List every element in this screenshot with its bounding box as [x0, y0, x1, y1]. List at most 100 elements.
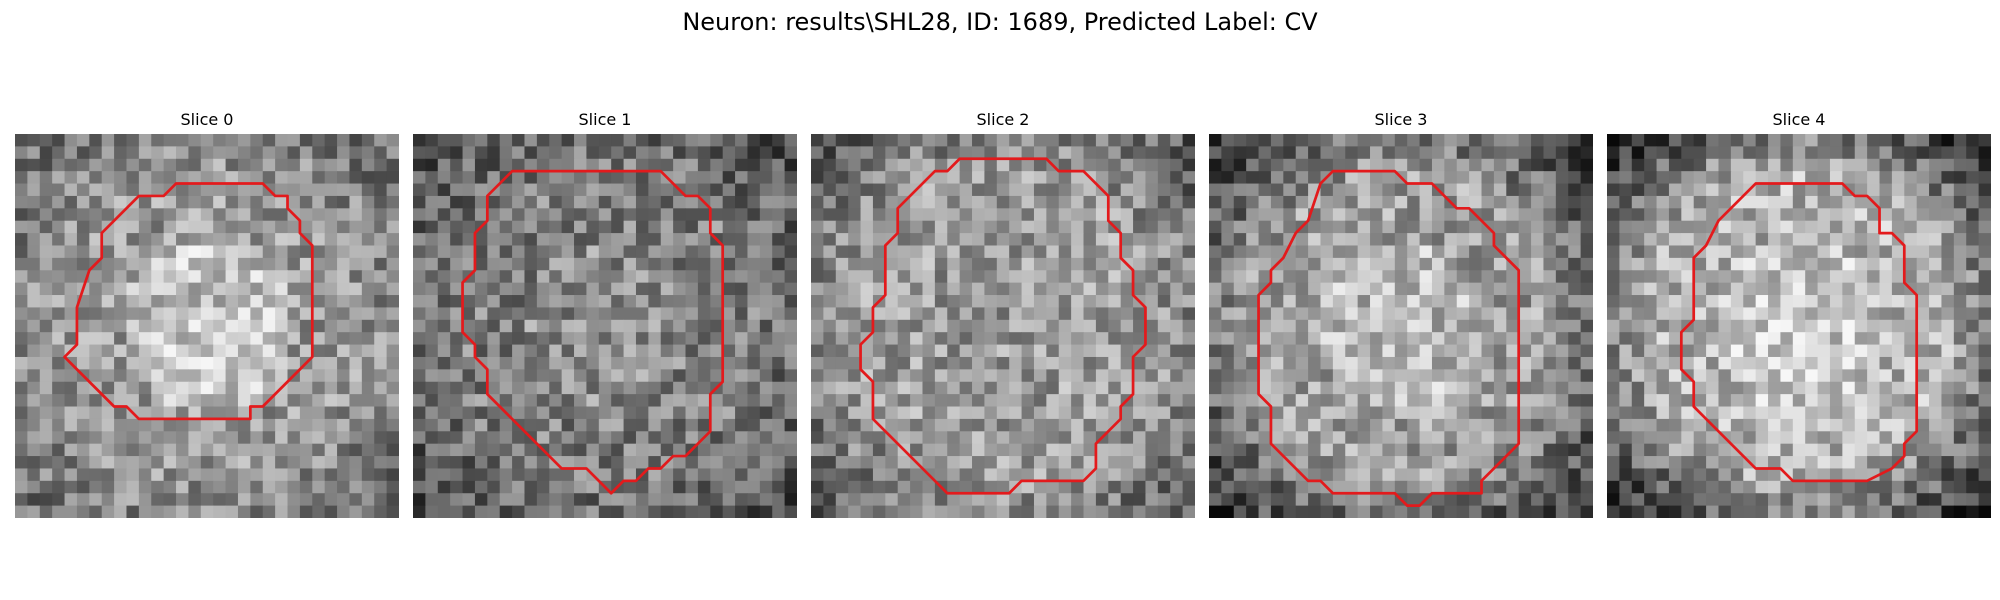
- image-pixel: [1033, 270, 1047, 284]
- image-pixel: [76, 381, 90, 395]
- image-pixel: [1518, 369, 1532, 383]
- image-pixel: [349, 418, 363, 432]
- image-pixel: [811, 270, 824, 284]
- image-pixel: [710, 456, 724, 469]
- image-pixel: [151, 183, 165, 197]
- image-pixel: [1071, 171, 1085, 185]
- image-pixel: [1382, 171, 1396, 185]
- image-pixel: [685, 245, 699, 259]
- image-pixel: [1270, 195, 1284, 209]
- image-pixel: [374, 480, 388, 494]
- image-pixel: [1916, 220, 1930, 234]
- image-pixel: [1854, 418, 1868, 432]
- image-pixel: [499, 431, 513, 445]
- image-pixel: [1382, 443, 1396, 457]
- image-pixel: [1221, 369, 1235, 383]
- image-pixel: [1568, 158, 1582, 172]
- image-pixel: [1706, 257, 1719, 271]
- image-pixel: [710, 220, 724, 234]
- image-pixel: [611, 505, 625, 518]
- image-pixel: [1607, 208, 1620, 222]
- image-pixel: [1170, 195, 1184, 209]
- image-pixel: [425, 208, 439, 222]
- image-pixel: [262, 493, 276, 507]
- image-pixel: [1182, 418, 1195, 432]
- image-pixel: [27, 394, 41, 408]
- image-pixel: [151, 158, 165, 172]
- image-pixel: [848, 233, 862, 246]
- image-pixel: [176, 233, 189, 246]
- image-pixel: [1506, 158, 1520, 172]
- image-pixel: [524, 245, 538, 259]
- image-pixel: [1382, 245, 1396, 259]
- image-pixel: [1021, 344, 1035, 358]
- image-pixel: [374, 282, 388, 296]
- image-pixel: [872, 332, 886, 346]
- image-pixel: [437, 344, 451, 358]
- image-pixel: [474, 406, 488, 420]
- image-pixel: [1407, 418, 1421, 432]
- image-pixel: [611, 394, 625, 408]
- image-pixel: [474, 431, 488, 445]
- image-pixel: [1580, 171, 1593, 185]
- image-pixel: [1656, 195, 1670, 209]
- image-pixel: [1817, 480, 1831, 494]
- image-pixel: [910, 208, 923, 222]
- image-pixel: [1170, 295, 1184, 308]
- image-pixel: [811, 406, 824, 420]
- image-pixel: [324, 369, 338, 383]
- image-pixel: [972, 295, 985, 308]
- image-pixel: [598, 431, 612, 445]
- image-pixel: [1456, 270, 1470, 284]
- image-pixel: [611, 270, 625, 284]
- image-pixel: [1531, 381, 1544, 395]
- image-pixel: [1805, 233, 1819, 246]
- image-pixel: [487, 245, 501, 259]
- image-pixel: [126, 171, 140, 185]
- image-pixel: [1718, 146, 1732, 160]
- image-pixel: [324, 319, 338, 333]
- image-pixel: [39, 319, 53, 333]
- image-pixel: [1916, 270, 1930, 284]
- image-pixel: [213, 208, 227, 222]
- image-pixel: [1929, 344, 1942, 358]
- image-pixel: [213, 233, 227, 246]
- image-pixel: [1693, 394, 1707, 408]
- image-pixel: [275, 257, 289, 271]
- image-pixel: [64, 319, 78, 333]
- image-pixel: [76, 183, 90, 197]
- image-pixel: [213, 282, 227, 296]
- image-pixel: [885, 257, 899, 271]
- image-pixel: [200, 282, 214, 296]
- image-pixel: [984, 195, 998, 209]
- image-pixel: [324, 295, 338, 308]
- image-pixel: [76, 208, 90, 222]
- image-pixel: [1108, 369, 1122, 383]
- image-pixel: [586, 505, 600, 518]
- image-pixel: [89, 418, 103, 432]
- image-pixel: [1568, 220, 1582, 234]
- image-pixel: [1246, 406, 1260, 420]
- image-pixel: [1233, 356, 1247, 370]
- image-pixel: [1058, 195, 1072, 209]
- image-pixel: [1108, 493, 1122, 507]
- image-pixel: [648, 183, 662, 197]
- image-pixel: [52, 480, 66, 494]
- image-pixel: [1631, 493, 1645, 507]
- image-pixel: [337, 208, 350, 222]
- image-pixel: [312, 406, 326, 420]
- image-pixel: [1730, 493, 1744, 507]
- image-pixel: [536, 319, 550, 333]
- image-pixel: [1308, 332, 1321, 346]
- image-pixel: [1929, 245, 1942, 259]
- image-pixel: [437, 493, 451, 507]
- image-pixel: [1743, 245, 1757, 259]
- image-pixel: [1631, 208, 1645, 222]
- image-pixel: [1693, 171, 1707, 185]
- image-pixel: [1058, 307, 1072, 321]
- image-pixel: [27, 381, 41, 395]
- image-pixel: [549, 381, 563, 395]
- image-pixel: [1891, 220, 1905, 234]
- image-pixel: [213, 456, 227, 469]
- image-pixel: [1033, 295, 1047, 308]
